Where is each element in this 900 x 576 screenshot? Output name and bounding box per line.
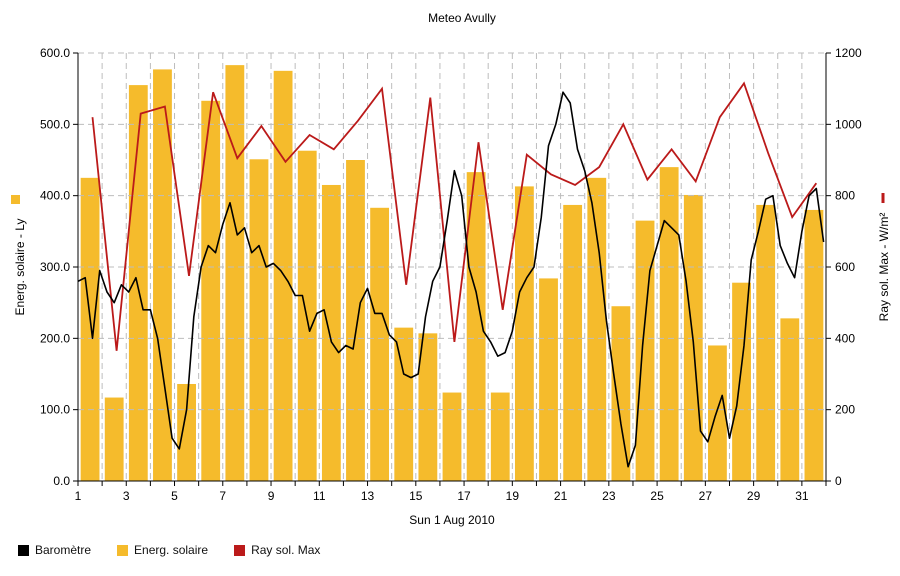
bar-energie-1 bbox=[80, 177, 100, 482]
legend-item-ray: Ray sol. Max bbox=[234, 543, 320, 557]
bar-energie-25 bbox=[659, 167, 679, 481]
y-left-axis-marker bbox=[11, 195, 20, 204]
x-tick-label-6: 13 bbox=[361, 489, 375, 503]
series-line-barometre bbox=[77, 91, 825, 468]
legend-item-energie: Energ. solaire bbox=[117, 543, 208, 557]
bar-energie-11 bbox=[321, 184, 341, 481]
x-tick-label-11: 23 bbox=[602, 489, 616, 503]
bar-energie-6 bbox=[201, 100, 221, 481]
x-tick-label-15: 31 bbox=[795, 489, 809, 503]
legend: Baromètre Energ. solaire Ray sol. Max bbox=[18, 543, 320, 557]
x-tick-label-1: 3 bbox=[123, 489, 130, 503]
y-right-axis-label: Ray sol. Max - W/m² bbox=[877, 213, 891, 322]
y-right-tick-label-6: 1200 bbox=[835, 46, 862, 60]
bar-energie-31 bbox=[804, 209, 824, 481]
bar-energie-14 bbox=[394, 327, 414, 481]
y-left-axis-label: Energ. solaire - Ly bbox=[13, 219, 27, 316]
x-tick-label-4: 9 bbox=[268, 489, 275, 503]
y-right-tick-label-0: 0 bbox=[835, 474, 842, 488]
bar-energie-5 bbox=[177, 383, 196, 481]
x-tick-label-5: 11 bbox=[313, 489, 326, 503]
bar-energie-9 bbox=[273, 70, 293, 481]
x-tick-label-3: 7 bbox=[219, 489, 226, 503]
x-axis-label: Sun 1 Aug 2010 bbox=[409, 513, 495, 527]
x-tick-label-13: 27 bbox=[699, 489, 713, 503]
bar-energie-29 bbox=[756, 204, 776, 481]
bar-energie-16 bbox=[442, 392, 462, 481]
x-tick-label-9: 19 bbox=[506, 489, 520, 503]
bar-energie-23 bbox=[611, 306, 631, 481]
bar-energie-17 bbox=[466, 172, 486, 482]
bar-energie-2 bbox=[104, 397, 124, 481]
bar-energie-15 bbox=[418, 333, 438, 481]
bar-energie-4 bbox=[153, 69, 172, 481]
y-left-tick-label-3: 300.0 bbox=[40, 260, 70, 274]
bar-energie-8 bbox=[249, 159, 269, 481]
y-left-tick-label-0: 0.0 bbox=[53, 474, 70, 488]
x-tick-label-12: 25 bbox=[650, 489, 664, 503]
legend-swatch-energie bbox=[117, 544, 129, 556]
legend-swatch-ray bbox=[234, 544, 246, 556]
y-right-tick-label-4: 800 bbox=[835, 189, 855, 203]
x-tick-label-14: 29 bbox=[747, 489, 761, 503]
y-right-tick-label-1: 200 bbox=[835, 403, 855, 417]
bar-energie-27 bbox=[708, 345, 727, 481]
legend-label-barometre: Baromètre bbox=[35, 543, 92, 557]
bar-energie-20 bbox=[539, 278, 558, 481]
x-tick-label-7: 15 bbox=[409, 489, 423, 503]
bar-energie-18 bbox=[490, 392, 510, 481]
legend-swatch-barometre bbox=[18, 544, 29, 556]
bar-energie-22 bbox=[587, 177, 607, 482]
x-tick-label-10: 21 bbox=[554, 489, 568, 503]
bar-energie-12 bbox=[346, 160, 365, 481]
y-right-tick-label-2: 400 bbox=[835, 331, 855, 345]
y-left-tick-label-1: 100.0 bbox=[40, 403, 70, 417]
series-line-ray-sol-max bbox=[91, 81, 818, 351]
bar-energie-21 bbox=[563, 204, 583, 481]
legend-label-energie: Energ. solaire bbox=[134, 543, 209, 557]
legend-item-barometre: Baromètre bbox=[18, 543, 91, 557]
y-left-tick-label-4: 400.0 bbox=[40, 189, 70, 203]
bar-energie-7 bbox=[225, 65, 245, 482]
bar-energie-19 bbox=[514, 186, 534, 482]
bar-energie-30 bbox=[780, 318, 800, 481]
chart-title: Meteo Avully bbox=[428, 11, 496, 25]
x-tick-label-0: 1 bbox=[75, 489, 82, 503]
x-tick-label-8: 17 bbox=[457, 489, 471, 503]
y-right-tick-label-5: 1000 bbox=[835, 117, 862, 131]
y-right-tick-label-3: 600 bbox=[835, 260, 855, 274]
bar-energie-13 bbox=[370, 207, 390, 481]
y-left-tick-label-5: 500.0 bbox=[40, 117, 70, 131]
bar-energie-24 bbox=[635, 220, 655, 481]
x-tick-label-2: 5 bbox=[171, 489, 178, 503]
y-left-tick-label-2: 200.0 bbox=[40, 331, 70, 345]
bar-energie-28 bbox=[732, 282, 751, 481]
legend-label-ray: Ray sol. Max bbox=[251, 543, 321, 557]
y-left-tick-label-6: 600.0 bbox=[40, 46, 70, 60]
